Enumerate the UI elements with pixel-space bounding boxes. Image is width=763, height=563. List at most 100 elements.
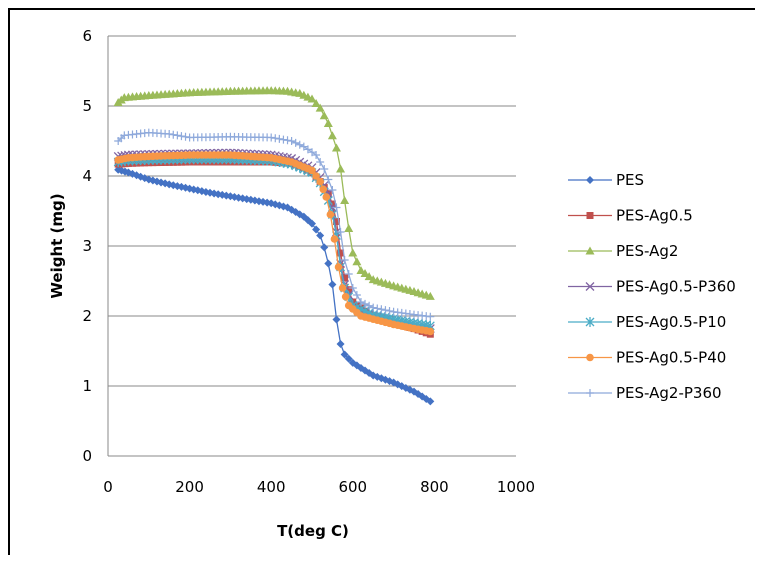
data-point [307, 94, 317, 103]
legend-marker [585, 282, 595, 291]
data-point [308, 219, 316, 228]
legend-label: PES-Ag2-P360 [616, 384, 722, 402]
y-tick-label: 2 [82, 307, 92, 325]
y-tick-label: 5 [82, 97, 92, 115]
legend-label: PES-Ag0.5 [616, 207, 693, 225]
data-point [320, 165, 329, 173]
x-tick-label: 800 [420, 478, 449, 496]
data-point [348, 284, 357, 292]
data-point [316, 231, 325, 240]
data-point [308, 148, 316, 157]
data-point [326, 210, 335, 219]
data-point [332, 203, 341, 212]
legend-marker [586, 389, 594, 397]
legend-label: PES-Ag2 [616, 242, 678, 260]
legend-marker [586, 212, 594, 219]
data-point [381, 306, 390, 315]
data-point [283, 136, 292, 145]
data-point [319, 185, 328, 194]
data-point [173, 131, 182, 140]
data-point [426, 327, 435, 336]
legend-marker [585, 317, 595, 327]
data-point [341, 274, 349, 281]
data-point [365, 301, 374, 310]
data-point [312, 225, 321, 234]
legend-item: PES-Ag0.5 [568, 207, 693, 225]
data-point [324, 259, 333, 268]
y-tick-label: 6 [82, 27, 92, 45]
data-point [275, 134, 284, 143]
legend-item: PES-Ag2 [568, 242, 678, 260]
data-point [332, 218, 340, 225]
data-point [377, 305, 386, 314]
legend-label: PES-Ag0.5-P40 [616, 349, 726, 367]
data-point [425, 291, 435, 300]
data-point [369, 303, 378, 312]
data-point [332, 315, 341, 324]
series-pes-ag2-p360 [114, 128, 435, 321]
data-point [361, 299, 370, 308]
y-tick-label: 3 [82, 237, 92, 255]
legend-marker [585, 246, 595, 255]
x-tick-label: 600 [338, 478, 367, 496]
x-tick-label: 400 [257, 478, 286, 496]
y-tick-labels: 0 1 2 3 4 5 6 [82, 27, 92, 465]
series-pes [114, 165, 435, 406]
legend-marker [586, 176, 594, 184]
data-point [323, 119, 333, 127]
series-line [118, 152, 431, 330]
data-point [279, 135, 288, 144]
legend-item: PES-Ag0.5-P10 [568, 313, 726, 331]
data-point [299, 142, 308, 151]
legend: PES PES-Ag0.5 PES-Ag2 PES-Ag0.5-P360 PES-Ag0… [568, 171, 736, 402]
data-point [426, 312, 435, 321]
data-point [344, 270, 353, 278]
legend-label: PES [616, 171, 644, 189]
x-axis-title: T(deg C) [277, 522, 349, 540]
data-point [344, 224, 354, 232]
data-point [322, 193, 331, 201]
data-point [340, 350, 349, 359]
data-point [341, 292, 350, 301]
data-point [303, 145, 312, 154]
legend-item: PES-Ag0.5-P40 [568, 349, 726, 367]
gridlines [108, 35, 516, 387]
data-point [327, 131, 337, 140]
legend-marker [586, 353, 594, 362]
series-line [117, 89, 431, 298]
data-point [373, 304, 382, 313]
legend-label: PES-Ag0.5-P10 [616, 313, 726, 331]
data-point [315, 103, 325, 112]
plot-series [113, 86, 435, 406]
data-point [312, 172, 320, 180]
series-pes-ag2 [113, 86, 435, 300]
data-point [165, 130, 174, 138]
data-point [295, 140, 304, 149]
series-pes-ag0-5-p40 [114, 151, 435, 336]
data-point [177, 132, 186, 141]
legend-label: PES-Ag0.5-P360 [616, 278, 736, 296]
y-tick-label: 1 [82, 377, 92, 395]
data-point [336, 164, 346, 173]
chart-frame [8, 8, 755, 555]
data-point [334, 263, 343, 271]
data-point [324, 175, 333, 184]
data-point [340, 256, 349, 264]
data-point [311, 99, 321, 108]
y-tick-label: 4 [82, 167, 92, 185]
data-point [340, 196, 350, 204]
data-point [336, 228, 345, 236]
data-point [267, 133, 276, 142]
data-point [308, 166, 316, 175]
data-point [328, 186, 337, 194]
axes [107, 36, 516, 457]
data-point [338, 284, 347, 292]
data-point [181, 132, 190, 141]
data-point [385, 306, 394, 315]
data-point [319, 111, 329, 120]
data-point [364, 272, 374, 281]
data-point [271, 134, 280, 143]
x-tick-label: 1000 [497, 478, 535, 496]
data-point [320, 243, 329, 252]
